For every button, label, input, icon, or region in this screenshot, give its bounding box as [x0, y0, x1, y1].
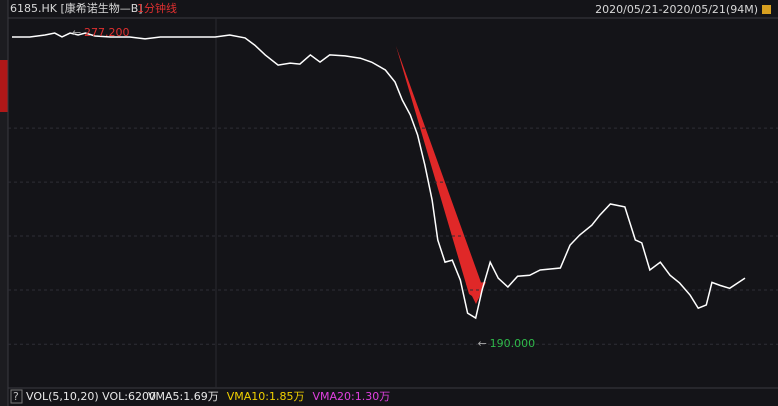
- trend-arrow-shaft: [396, 46, 483, 300]
- help-mark: ?: [13, 390, 19, 403]
- volume-item: VMA10:1.85万: [227, 390, 305, 403]
- price-line: [12, 32, 746, 320]
- help-icon: [10, 389, 23, 404]
- annotation: 190.000: [490, 337, 536, 350]
- chart-subtitle: 1分钟线: [137, 1, 177, 15]
- annotation-arrow: ←: [72, 26, 81, 39]
- volume-item: VMA20:1.30万: [313, 390, 391, 403]
- lock-icon: [762, 5, 771, 14]
- sidebar: [0, 0, 8, 406]
- date-range: 2020/05/21-2020/05/21(94M): [595, 3, 758, 16]
- annotation: 277.200: [84, 26, 129, 39]
- chart-title: 6185.HK [康希诺生物—B]: [10, 1, 143, 15]
- annotation-arrow: ←: [478, 337, 487, 350]
- volume-label: VOL(5,10,20) VOL:6200: [26, 390, 156, 403]
- volume-item: VMA5:1.69万: [148, 390, 219, 403]
- sidebar-active: [0, 60, 8, 112]
- trend-arrow-head: [466, 282, 486, 304]
